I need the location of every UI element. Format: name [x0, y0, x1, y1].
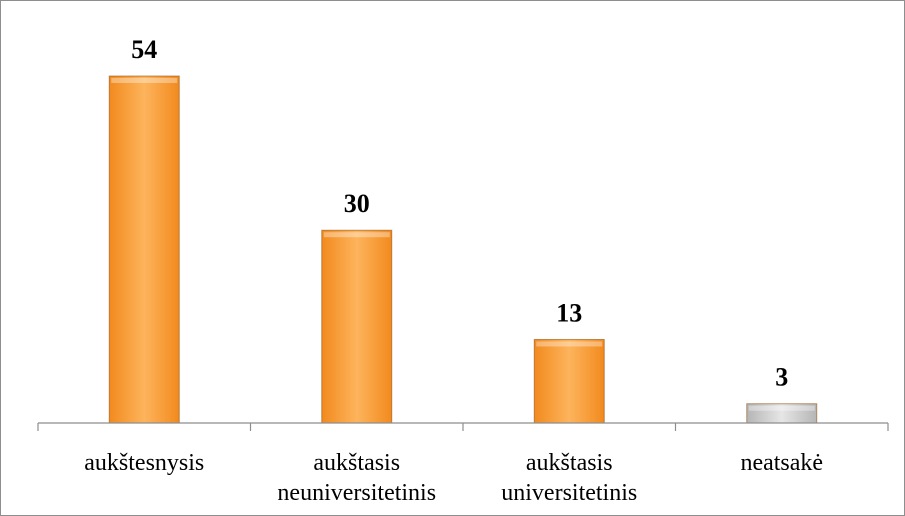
data-labels-layer: 54 30 13 3: [131, 35, 788, 392]
category-labels-layer: aukštesnysis aukštasis neuniversitetinis au…: [84, 450, 823, 506]
bar: [533, 338, 605, 424]
category-label: aukštasis neuniversitetinis: [277, 450, 436, 506]
data-label: 54: [131, 35, 157, 64]
data-label: 30: [344, 189, 370, 218]
data-label: 13: [556, 298, 582, 327]
bars-layer: [108, 75, 818, 424]
bar: [321, 229, 393, 424]
bar-body: [108, 75, 180, 424]
bar-bevel: [323, 232, 390, 238]
data-label: 3: [775, 363, 788, 392]
bar-body: [533, 338, 605, 424]
category-label: neatsakė: [740, 450, 823, 476]
bar: [108, 75, 180, 424]
bar-bevel: [748, 405, 815, 411]
bar-bevel: [536, 341, 603, 347]
bar-bevel: [111, 78, 178, 83]
category-label: aukštasis universitetinis: [501, 450, 637, 506]
category-label: aukštesnysis: [84, 450, 204, 476]
bar-body: [321, 229, 393, 424]
x-axis: [37, 422, 889, 431]
bar: [746, 403, 818, 424]
